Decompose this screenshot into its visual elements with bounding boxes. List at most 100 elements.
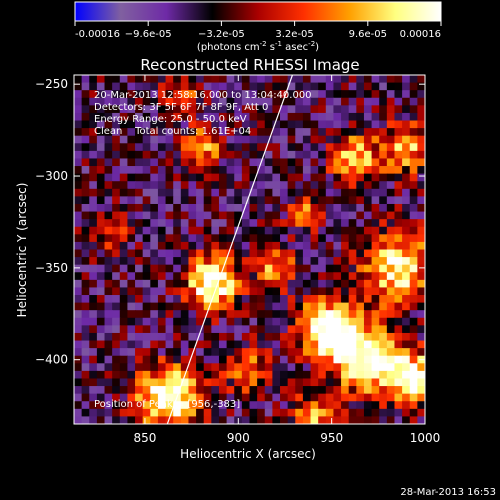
heatmap-cell — [173, 272, 182, 281]
heatmap-cell — [257, 226, 266, 235]
heatmap-cell — [348, 325, 357, 334]
heatmap-cell — [157, 219, 167, 228]
heatmap-cell — [371, 295, 380, 304]
heatmap-cells — [74, 75, 425, 424]
heatmap-cell — [157, 295, 167, 304]
heatmap-cell — [196, 355, 205, 364]
heatmap-cell — [363, 317, 373, 326]
heatmap-cell — [96, 128, 106, 137]
heatmap-cell — [74, 196, 83, 205]
heatmap-cell — [325, 393, 335, 402]
heatmap-cell — [218, 279, 228, 289]
heatmap-cell — [203, 393, 212, 402]
heatmap-cell — [188, 188, 197, 197]
heatmap-cell — [386, 264, 396, 273]
heatmap-cell — [127, 120, 136, 129]
heatmap-cell — [394, 264, 403, 273]
heatmap-cell — [341, 332, 350, 342]
heatmap-cell — [280, 188, 289, 197]
heatmap-cell — [211, 332, 220, 342]
heatmap-cell — [333, 408, 342, 418]
heatmap-cell — [333, 401, 342, 410]
heatmap-cell — [165, 317, 174, 326]
heatmap-cell — [188, 203, 197, 213]
heatmap-cell — [272, 150, 281, 160]
heatmap-cell — [409, 408, 418, 418]
heatmap-cell — [409, 302, 418, 311]
heatmap-cell — [379, 128, 388, 137]
heatmap-cell — [272, 173, 281, 182]
heatmap-cell — [257, 241, 266, 251]
heatmap-cell — [264, 355, 273, 364]
chart-title: Reconstructed RHESSI Image — [140, 56, 359, 74]
heatmap-cell — [234, 408, 243, 418]
heatmap-cell — [394, 128, 403, 137]
heatmap-cell — [89, 378, 98, 387]
heatmap-cell — [157, 143, 167, 152]
heatmap-cell — [302, 105, 312, 114]
heatmap-cell — [394, 135, 403, 144]
heatmap-cell — [188, 295, 197, 304]
heatmap-cell — [264, 295, 273, 304]
heatmap-cell — [96, 386, 106, 395]
heatmap-cell — [363, 348, 373, 357]
heatmap-cell — [409, 249, 418, 258]
heatmap-cell — [249, 370, 258, 380]
heatmap-cell — [302, 408, 312, 418]
heatmap-cell — [402, 340, 411, 349]
heatmap-cell — [112, 135, 121, 144]
heatmap-cell — [363, 332, 373, 342]
heatmap-cell — [280, 82, 289, 91]
heatmap-cell — [257, 128, 266, 137]
heatmap-cell — [295, 393, 304, 402]
heatmap-cell — [241, 287, 251, 296]
heatmap-cell — [241, 408, 251, 418]
heatmap-cell — [203, 257, 212, 266]
heatmap-cell — [180, 234, 190, 243]
heatmap-cell — [409, 264, 418, 273]
heatmap-cell — [211, 370, 220, 380]
heatmap-cell — [363, 287, 373, 296]
heatmap-cell — [363, 226, 373, 235]
heatmap-cell — [218, 82, 228, 91]
heatmap-cell — [257, 82, 266, 91]
heatmap-cell — [379, 287, 388, 296]
heatmap-cell — [104, 408, 113, 418]
annotation-peak-position: Position of Peak = [956,-383] — [94, 399, 240, 410]
heatmap-cell — [409, 226, 418, 235]
heatmap-cell — [348, 317, 357, 326]
heatmap-cell — [348, 112, 357, 122]
heatmap-cell — [257, 310, 266, 319]
heatmap-cell — [249, 241, 258, 251]
heatmap-cell — [417, 226, 425, 235]
heatmap-cell — [142, 143, 151, 152]
heatmap-cell — [135, 75, 144, 84]
heatmap-cell — [402, 211, 411, 220]
heatmap-cell — [180, 128, 190, 137]
heatmap-cell — [333, 203, 342, 213]
heatmap-cell — [234, 257, 243, 266]
heatmap-cell — [386, 188, 396, 197]
heatmap-cell — [325, 112, 335, 122]
heatmap-cell — [325, 75, 335, 84]
heatmap-cell — [74, 181, 83, 190]
heatmap-cell — [165, 295, 174, 304]
heatmap-cell — [409, 82, 418, 91]
heatmap-cell — [226, 82, 235, 91]
heatmap-cell — [196, 363, 205, 372]
heatmap-cell — [218, 203, 228, 213]
heatmap-cell — [89, 302, 98, 311]
heatmap-cell — [142, 295, 151, 304]
heatmap-cell — [356, 348, 365, 357]
heatmap-cell — [257, 135, 266, 144]
heatmap-cell — [234, 135, 243, 144]
heatmap-cell — [363, 310, 373, 319]
heatmap-cell — [74, 416, 83, 424]
heatmap-cell — [234, 272, 243, 281]
heatmap-cell — [188, 355, 197, 364]
heatmap-cell — [81, 135, 90, 144]
heatmap-cell — [287, 363, 296, 372]
heatmap-cell — [119, 150, 129, 160]
heatmap-cell — [119, 378, 129, 387]
heatmap-cell — [302, 340, 312, 349]
